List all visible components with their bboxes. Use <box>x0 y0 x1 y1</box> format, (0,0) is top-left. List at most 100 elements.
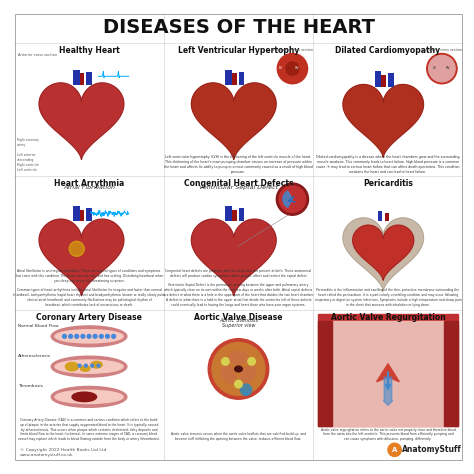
Text: Thrombosis: Thrombosis <box>18 384 43 388</box>
Ellipse shape <box>51 326 127 347</box>
Text: Aortic valve regurgitation refers to the aortic valve not properly close and the: Aortic valve regurgitation refers to the… <box>320 428 456 441</box>
Circle shape <box>106 335 109 338</box>
Text: Coronary Artery Disease (CAD) is a common and serious condition which refers to : Coronary Artery Disease (CAD) is a commo… <box>18 418 160 441</box>
Text: Superior view: Superior view <box>222 323 255 328</box>
Polygon shape <box>377 364 388 382</box>
Text: Ventricular Septal Defect: Ventricular Septal Defect <box>199 185 278 190</box>
Bar <box>80 210 84 221</box>
Ellipse shape <box>51 356 127 377</box>
Circle shape <box>212 343 265 395</box>
Circle shape <box>208 339 269 399</box>
Text: Aortic valve stenosis occurs when the aortic valve leaflets that are calcified b: Aortic valve stenosis occurs when the ao… <box>171 432 306 441</box>
Text: RV: RV <box>295 65 300 70</box>
Ellipse shape <box>55 390 123 403</box>
Bar <box>86 72 92 85</box>
Text: Transverse cross section: Transverse cross section <box>272 48 313 52</box>
Text: Anterior cross section: Anterior cross section <box>18 53 57 56</box>
Circle shape <box>78 364 81 367</box>
Bar <box>444 321 458 426</box>
Ellipse shape <box>55 330 123 343</box>
Bar <box>238 208 244 221</box>
Ellipse shape <box>51 386 127 407</box>
Bar <box>238 72 244 85</box>
Circle shape <box>81 335 85 338</box>
Bar <box>73 70 80 85</box>
Circle shape <box>427 54 457 84</box>
Ellipse shape <box>72 392 97 401</box>
Bar <box>232 73 237 85</box>
Ellipse shape <box>65 362 79 371</box>
Circle shape <box>63 335 66 338</box>
Polygon shape <box>388 364 399 382</box>
Ellipse shape <box>91 361 102 368</box>
Text: Aortic Valve Regurgitation: Aortic Valve Regurgitation <box>330 313 446 322</box>
FancyArrow shape <box>383 377 392 405</box>
Polygon shape <box>353 225 414 280</box>
Circle shape <box>91 364 93 367</box>
Text: Atherosclerosis: Atherosclerosis <box>18 354 51 358</box>
Ellipse shape <box>235 366 242 372</box>
Bar <box>388 73 393 87</box>
Polygon shape <box>343 218 423 291</box>
Text: Transverse cross section: Transverse cross section <box>421 48 463 52</box>
Ellipse shape <box>229 351 248 364</box>
Text: A: A <box>392 447 397 453</box>
Bar <box>375 72 382 87</box>
Circle shape <box>75 335 79 338</box>
Text: Left ventricular hypertrophy (LVH) is the thickening of the left ventricle muscl: Left ventricular hypertrophy (LVH) is th… <box>164 155 313 173</box>
Polygon shape <box>39 219 124 296</box>
Polygon shape <box>191 219 276 296</box>
Circle shape <box>276 183 309 215</box>
Circle shape <box>279 186 306 212</box>
Ellipse shape <box>55 360 123 373</box>
Text: Aortic Stenosis: Aortic Stenosis <box>219 319 258 323</box>
Bar <box>318 314 458 426</box>
Text: Heart Arrythmia: Heart Arrythmia <box>54 179 124 188</box>
Text: Dilated cardiomyopathy is a disease where the heart chambers grow and the surrou: Dilated cardiomyopathy is a disease wher… <box>316 155 460 173</box>
Circle shape <box>240 384 252 395</box>
Circle shape <box>112 335 116 338</box>
Text: AnatomyStuff: AnatomyStuff <box>402 446 462 455</box>
Text: Right coronary
artery

Left anterior
descending
Right ventricle
Left ventricle: Right coronary artery Left anterior desc… <box>17 138 39 172</box>
Ellipse shape <box>81 365 90 371</box>
Circle shape <box>235 380 242 388</box>
Circle shape <box>286 62 299 75</box>
Circle shape <box>93 335 97 338</box>
Text: Congenital Heart Defects: Congenital Heart Defects <box>184 179 293 188</box>
Circle shape <box>248 357 255 365</box>
Circle shape <box>69 335 73 338</box>
Text: © Copyright 2022 Health Books Ltd Ltd
www.anatomystuff.co.uk: © Copyright 2022 Health Books Ltd Ltd ww… <box>20 448 106 457</box>
Text: LV: LV <box>432 65 437 70</box>
Bar <box>225 206 232 221</box>
Bar <box>86 208 92 221</box>
Text: Atrial fibrillation is an irregular heartbeat. There are several types of condit: Atrial fibrillation is an irregular hear… <box>13 269 165 307</box>
Circle shape <box>428 55 455 82</box>
Bar <box>80 73 84 85</box>
Circle shape <box>87 335 91 338</box>
Text: Normal Blood Flow: Normal Blood Flow <box>18 324 59 328</box>
Ellipse shape <box>241 366 256 383</box>
Text: Healthy Heart: Healthy Heart <box>59 46 119 55</box>
Circle shape <box>100 335 103 338</box>
Circle shape <box>69 241 84 256</box>
Text: Dilated Cardiomyopathy: Dilated Cardiomyopathy <box>336 46 440 55</box>
Polygon shape <box>191 83 276 160</box>
Wedge shape <box>283 191 292 207</box>
Bar <box>232 210 237 221</box>
Bar <box>73 206 80 221</box>
Text: DISEASES OF THE HEART: DISEASES OF THE HEART <box>102 18 374 37</box>
Text: Pericarditis: Pericarditis <box>363 179 413 188</box>
Bar <box>382 75 386 87</box>
Circle shape <box>388 443 401 456</box>
Bar <box>225 70 232 85</box>
Text: Pericarditis is the inflammation and swelling of the thin, protective membrane s: Pericarditis is the inflammation and swe… <box>315 288 461 307</box>
Circle shape <box>277 54 308 84</box>
Circle shape <box>84 364 87 367</box>
Bar <box>378 211 383 221</box>
Polygon shape <box>39 83 124 160</box>
Text: Atrial Fibrillation: Atrial Fibrillation <box>63 185 115 190</box>
Text: Coronary Artery Disease: Coronary Artery Disease <box>36 313 142 322</box>
Ellipse shape <box>221 366 236 383</box>
Text: Aortic Valve Disease: Aortic Valve Disease <box>194 313 283 322</box>
Text: LV: LV <box>279 65 283 70</box>
